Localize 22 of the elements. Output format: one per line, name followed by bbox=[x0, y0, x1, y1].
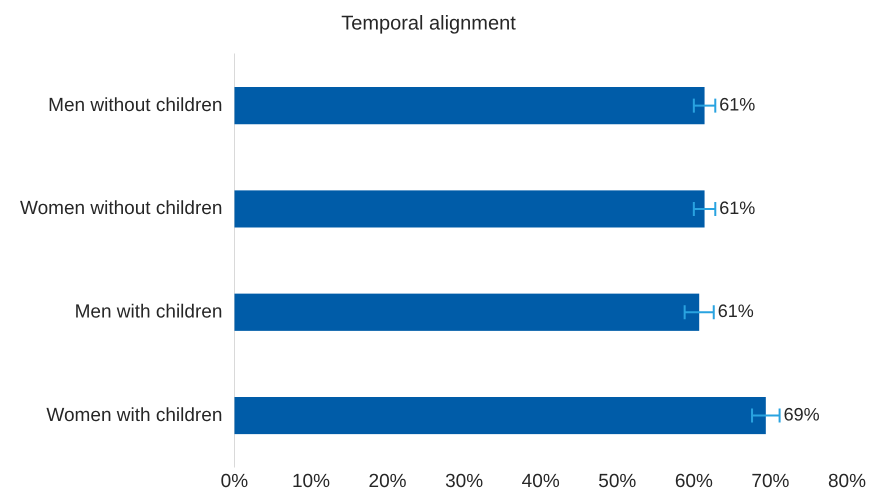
x-tick-label: 20% bbox=[368, 470, 407, 492]
data-label: 69% bbox=[784, 404, 820, 425]
data-label: 61% bbox=[719, 198, 756, 218]
y-tick-label: Men with children bbox=[74, 301, 222, 322]
bar bbox=[234, 87, 705, 124]
x-tick-label: 70% bbox=[751, 470, 790, 492]
bar bbox=[234, 396, 766, 434]
x-tick-label: 60% bbox=[674, 470, 713, 492]
y-tick-label: Men without children bbox=[48, 94, 222, 116]
bar bbox=[234, 294, 700, 331]
chart-title: Temporal alignment bbox=[341, 12, 516, 35]
y-tick-label: Women with children bbox=[46, 404, 222, 426]
x-tick-label: 50% bbox=[598, 470, 636, 492]
data-label: 61% bbox=[718, 301, 754, 322]
x-tick-label: 80% bbox=[828, 470, 866, 492]
x-tick-label: 40% bbox=[522, 470, 560, 492]
x-tick-label: 10% bbox=[292, 470, 330, 492]
x-tick-label: 0% bbox=[220, 470, 248, 492]
x-tick-label: 30% bbox=[445, 470, 484, 492]
bar bbox=[234, 190, 705, 228]
data-label: 61% bbox=[719, 94, 756, 115]
y-tick-label: Women without children bbox=[20, 198, 222, 220]
